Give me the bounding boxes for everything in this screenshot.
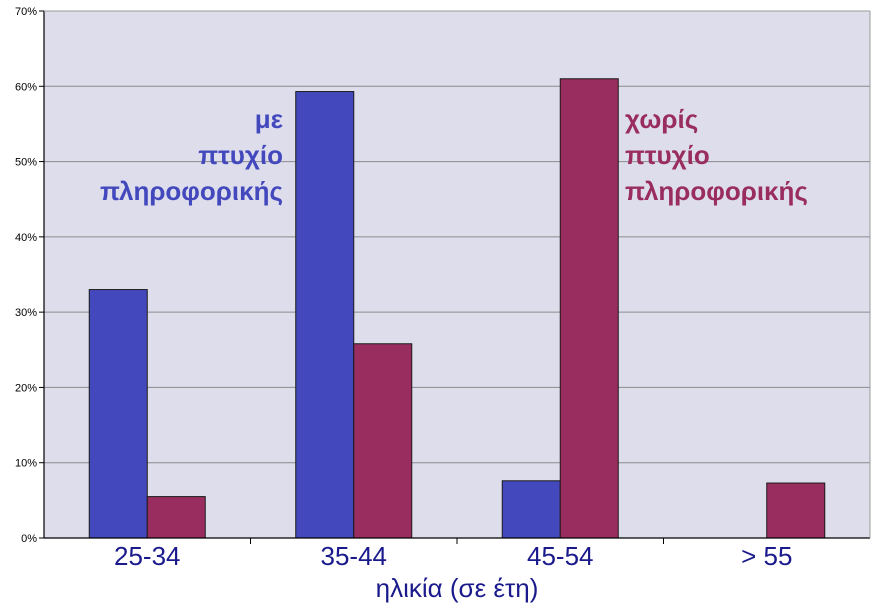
y-tick-label: 50% xyxy=(15,157,37,169)
plot-area xyxy=(44,11,870,538)
x-tick-label: > 55 xyxy=(741,541,792,571)
x-axis-title: ηλικία (σε έτη) xyxy=(376,573,539,603)
series-label-with-degree: με xyxy=(255,104,283,134)
bar-without-degree-1 xyxy=(353,343,413,539)
y-tick-label: 40% xyxy=(15,232,37,244)
bar-without-degree-0 xyxy=(146,496,206,539)
y-tick-label: 0% xyxy=(21,533,37,545)
x-tick-label: 45-54 xyxy=(527,541,594,571)
bar-without-degree-3 xyxy=(766,482,826,539)
bar-without-degree-2 xyxy=(559,78,619,539)
x-tick-label: 35-44 xyxy=(321,541,388,571)
series-label-without-degree: πληροφορικής xyxy=(625,176,808,206)
bars xyxy=(88,78,826,539)
bar-with-degree-2 xyxy=(501,480,561,539)
bar-with-degree-1 xyxy=(295,91,355,539)
y-tick-label: 10% xyxy=(15,458,37,470)
series-label-without-degree: χωρίς xyxy=(625,104,698,134)
x-tick-label: 25-34 xyxy=(114,541,181,571)
series-label-with-degree: πτυχίο xyxy=(198,140,283,170)
y-tick-label: 20% xyxy=(15,382,37,394)
bar-with-degree-0 xyxy=(88,289,148,539)
series-labels: με πτυχίο πληροφορικής χωρίς πτυχίο πληροφορι… xyxy=(100,104,808,206)
series-label-with-degree: πληροφορικής xyxy=(100,176,283,206)
y-tick-label: 60% xyxy=(15,81,37,93)
x-axis-ticks: 25-34 35-44 45-54 > 55 xyxy=(114,538,792,571)
series-label-without-degree: πτυχίο xyxy=(625,140,710,170)
y-tick-label: 30% xyxy=(15,307,37,319)
y-tick-label: 70% xyxy=(15,6,37,18)
y-axis-ticks: 0% 10% 20% 30% 40% 50% 60% 70% xyxy=(15,6,44,545)
